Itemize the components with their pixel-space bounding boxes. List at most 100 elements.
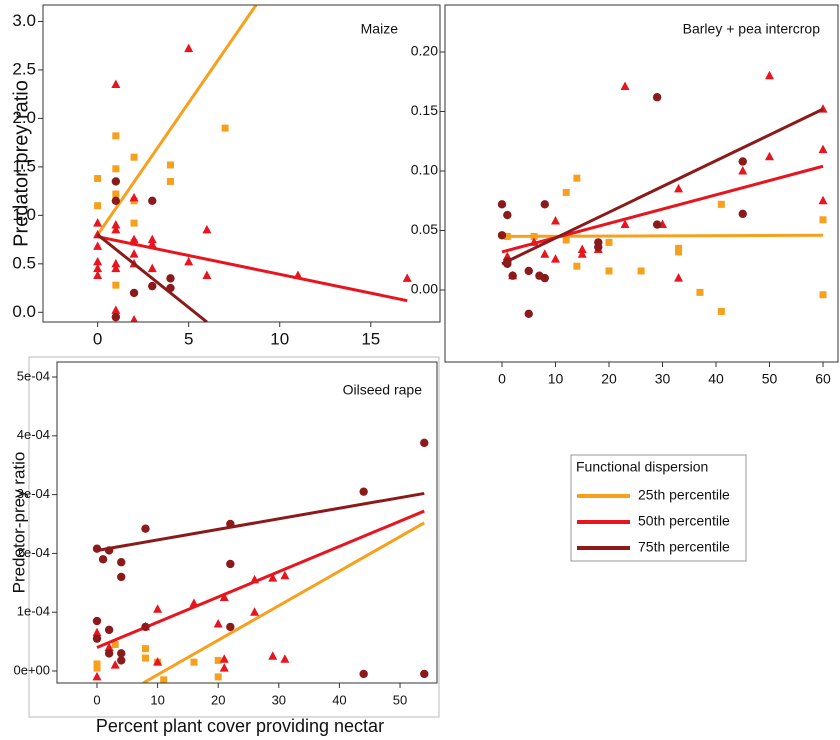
point [112, 165, 120, 173]
legend-title: Functional dispersion [576, 459, 708, 475]
point [250, 607, 260, 616]
x-axis-label: Percent plant cover providing nectar [96, 716, 384, 736]
point [675, 244, 683, 252]
point [221, 124, 229, 132]
plot-frame [444, 4, 839, 363]
point [219, 592, 229, 602]
y-tick-label: 2.5 [12, 59, 36, 78]
point [110, 660, 120, 669]
point [104, 642, 114, 651]
point [94, 175, 102, 183]
point [573, 262, 581, 270]
point [738, 157, 747, 166]
fit-line [501, 107, 824, 266]
plot-frame [56, 361, 438, 684]
point [153, 604, 163, 613]
y-tick-label: 2.0 [12, 108, 36, 127]
point [148, 196, 157, 206]
point [190, 658, 198, 666]
y-tick-label: 0.0 [12, 302, 36, 321]
point [111, 258, 121, 268]
plot-frame [42, 4, 441, 323]
point [268, 573, 278, 582]
x-tick-label: 0 [93, 329, 102, 348]
x-tick-label: 20 [601, 371, 617, 387]
y-tick-label: 0.05 [411, 221, 438, 237]
point [111, 312, 121, 322]
point [819, 216, 827, 224]
point [184, 256, 194, 266]
point [605, 267, 613, 275]
point [148, 281, 157, 291]
point [147, 239, 157, 248]
y-tick-label: 0e+00 [13, 662, 50, 677]
point [577, 249, 587, 258]
point [117, 558, 126, 567]
point [503, 210, 512, 220]
fit-line [97, 235, 408, 303]
point [717, 307, 725, 315]
point [94, 202, 102, 210]
point [111, 263, 121, 273]
point [738, 209, 747, 219]
point [112, 190, 120, 198]
point [130, 153, 138, 161]
fit-line [96, 5, 258, 236]
point [674, 183, 684, 193]
panel-frame [444, 4, 839, 363]
x-tick-label: 60 [815, 371, 831, 387]
y-tick-label: 0.00 [411, 281, 438, 297]
point [818, 195, 828, 205]
point [184, 43, 194, 53]
legend-label: 50th percentile [638, 513, 730, 529]
legend-box [570, 454, 747, 562]
point [93, 256, 103, 266]
panel-title: Oilseed rape [343, 382, 423, 398]
point [111, 177, 121, 186]
point [93, 664, 101, 672]
point [420, 438, 429, 448]
point [93, 218, 103, 227]
point [141, 524, 150, 533]
point [153, 657, 163, 666]
y-tick-label: 0.5 [12, 253, 36, 272]
y-tick-label: 4e-04 [17, 427, 50, 442]
point [620, 219, 630, 229]
point [129, 192, 139, 202]
point [620, 81, 630, 91]
point [497, 200, 507, 209]
point [268, 651, 278, 660]
y-tick-label: 5e-04 [17, 368, 50, 383]
point [166, 177, 174, 185]
point [130, 315, 138, 322]
point [117, 572, 126, 582]
x-tick-label: 30 [655, 371, 671, 387]
point [359, 669, 368, 679]
point [111, 641, 119, 649]
point [594, 242, 603, 252]
y-axis-label: Predator-prey ratio [9, 452, 28, 594]
x-tick-label: 40 [332, 692, 346, 707]
point [104, 649, 114, 658]
y-tick-label: 3.0 [12, 11, 36, 30]
point [550, 254, 560, 263]
point [93, 660, 101, 668]
point [92, 671, 102, 681]
point [550, 215, 560, 225]
point [637, 267, 645, 275]
x-tick-label: 0 [93, 692, 100, 707]
point [98, 555, 108, 564]
point [219, 654, 229, 663]
point [129, 288, 139, 298]
point [160, 676, 168, 683]
point [141, 622, 150, 632]
legend-label: 25th percentile [638, 487, 730, 503]
point [112, 281, 120, 289]
point [765, 151, 775, 161]
point [92, 634, 102, 643]
point [93, 270, 103, 279]
point [166, 161, 174, 169]
x-tick-label: 10 [548, 371, 564, 387]
y-tick-label: 1e-04 [17, 604, 50, 619]
